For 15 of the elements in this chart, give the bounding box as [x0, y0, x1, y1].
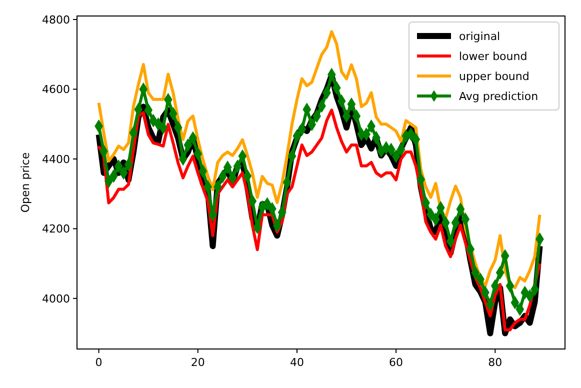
x-tick-label: 40 — [290, 356, 304, 369]
legend-label: original — [459, 30, 500, 43]
legend-label: lower bound — [459, 50, 528, 63]
x-tick-label: 0 — [95, 356, 102, 369]
x-tick-label: 80 — [488, 356, 502, 369]
y-tick-label: 4200 — [42, 222, 70, 236]
y-tick-label: 4800 — [42, 13, 70, 26]
y-tick-label: 4600 — [42, 83, 70, 96]
x-tick-label: 20 — [190, 356, 205, 369]
x-tick-label: 60 — [389, 356, 404, 369]
y-axis-title: Open price — [19, 152, 32, 213]
y-tick-label: 4000 — [42, 292, 70, 306]
legend-label: Avg prediction — [459, 90, 538, 103]
legend-label: upper bound — [459, 70, 530, 83]
y-tick-label: 4400 — [42, 152, 70, 166]
